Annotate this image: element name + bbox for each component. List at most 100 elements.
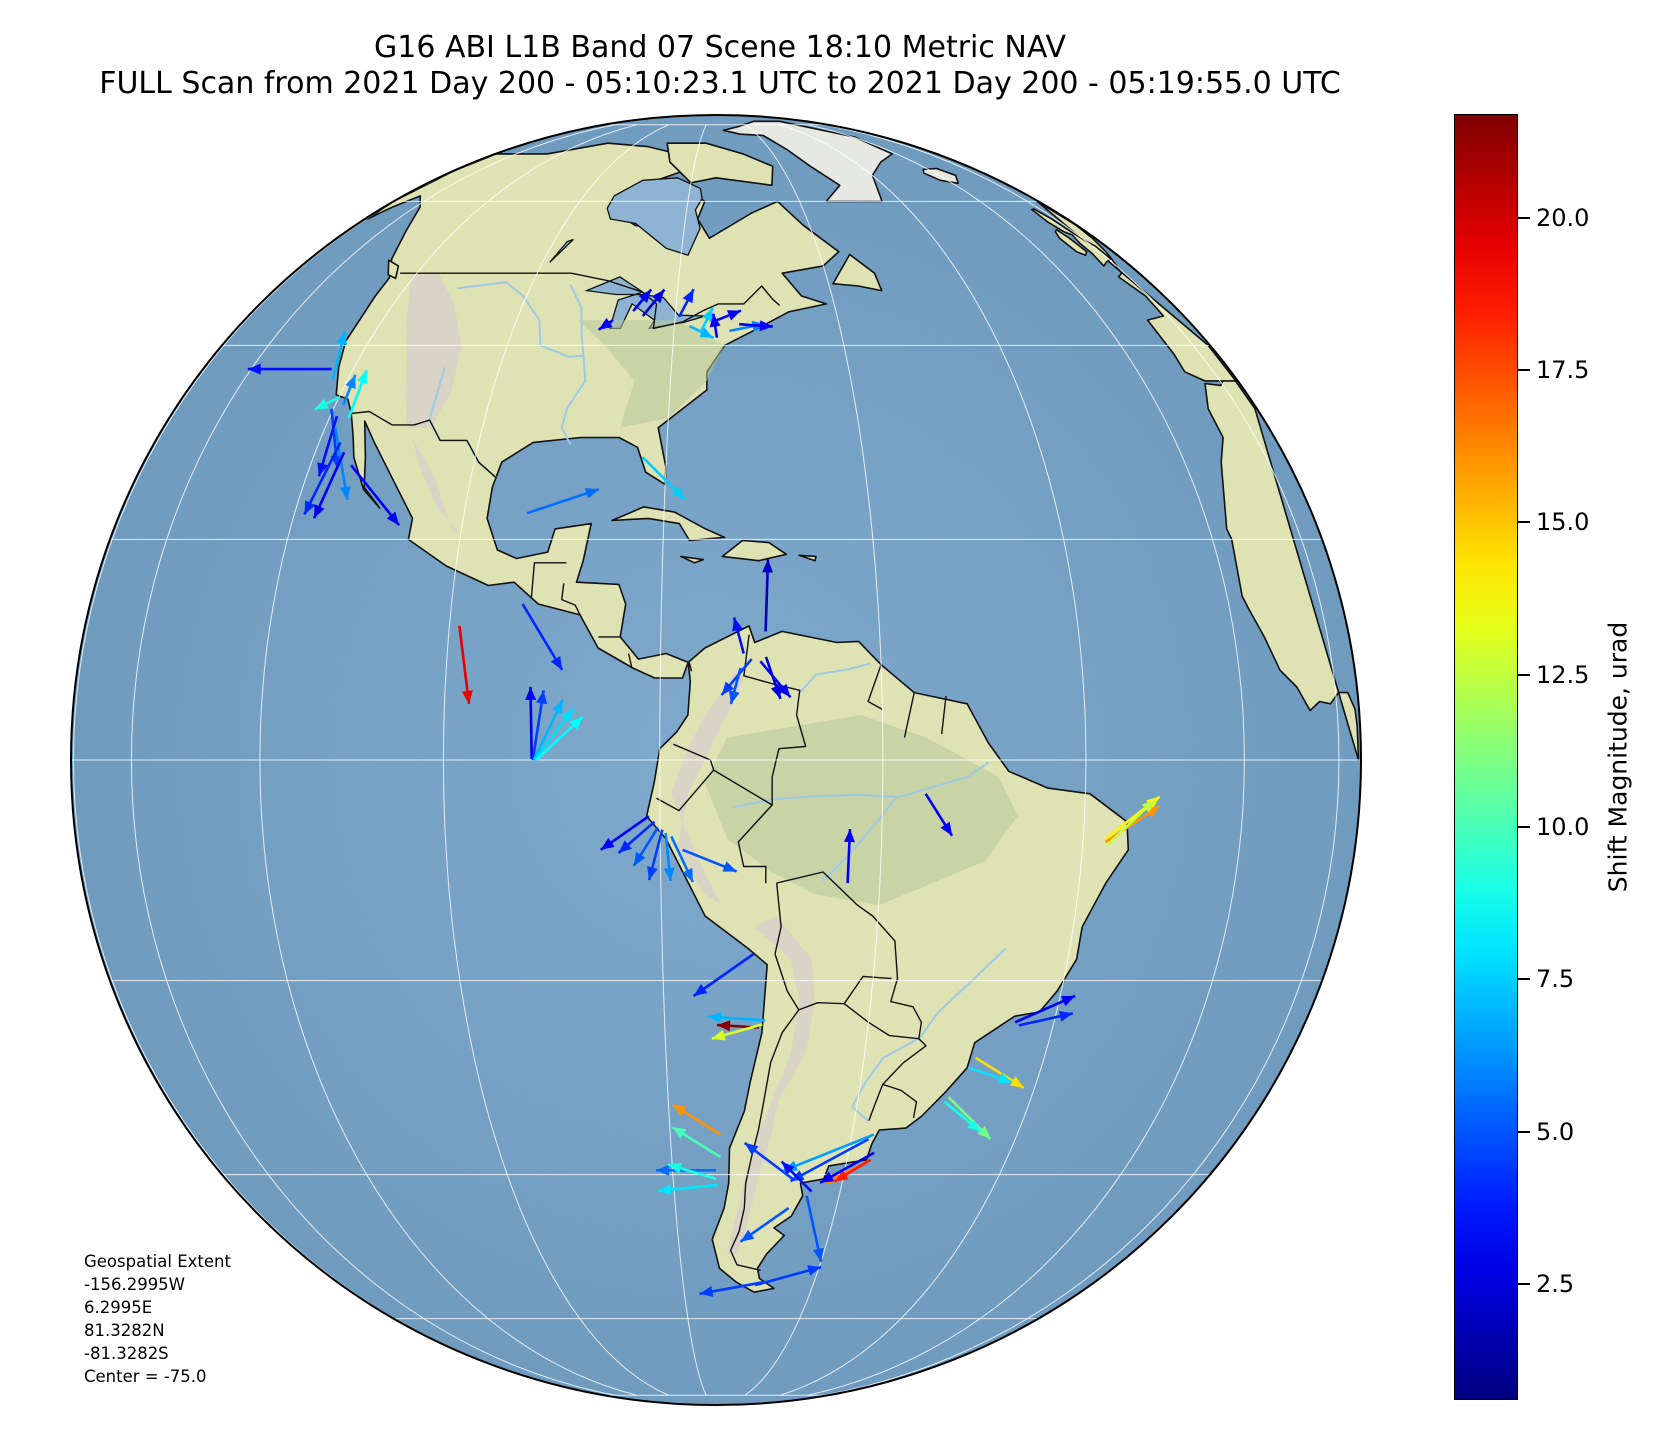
border-paraguay-brazil xyxy=(890,978,923,1039)
vector-head xyxy=(721,681,735,696)
shift-vector xyxy=(670,835,695,883)
colorbar-tick-label: 17.5 xyxy=(1536,355,1590,384)
shift-vector xyxy=(1018,1010,1074,1027)
vector-head xyxy=(663,867,675,881)
vector-shaft xyxy=(783,1133,875,1172)
shift-vector xyxy=(600,815,650,851)
land-europe-west xyxy=(1036,200,1237,382)
shift-vector xyxy=(314,396,340,411)
vector-head xyxy=(726,310,741,321)
shift-vector xyxy=(521,603,564,671)
land-vancouver-island xyxy=(387,259,400,280)
vector-head xyxy=(386,511,400,526)
vector-head xyxy=(1009,1076,1024,1088)
vector-head xyxy=(759,320,773,332)
border-peru-bolivia xyxy=(774,883,782,955)
shift-vector xyxy=(743,1141,794,1180)
shift-vector xyxy=(699,307,714,333)
land-baffin-island xyxy=(666,142,774,187)
shift-vector xyxy=(657,1183,718,1195)
vector-shaft xyxy=(303,441,342,515)
colorbar-tick xyxy=(1518,521,1530,524)
shift-vector xyxy=(709,313,721,338)
shift-vector xyxy=(526,487,600,515)
river-madeira xyxy=(822,797,897,882)
vegetation-amazon-basin xyxy=(704,715,1018,906)
shift-vector xyxy=(711,1023,763,1041)
shift-vector xyxy=(663,832,675,882)
border-paraguay-argentina xyxy=(843,1003,919,1040)
river-mississippi xyxy=(560,284,587,445)
vector-head xyxy=(1060,995,1076,1007)
border-suriname-fguiana xyxy=(941,695,947,735)
shift-vector xyxy=(535,715,584,761)
vector-head xyxy=(813,1247,824,1262)
vector-head xyxy=(711,1029,726,1041)
border-panama-colombia xyxy=(688,662,693,672)
extent-heading: Geospatial Extent xyxy=(84,1252,231,1271)
vector-head xyxy=(717,1020,731,1032)
border-central-america-1 xyxy=(561,583,581,616)
vector-head xyxy=(699,327,714,338)
colorbar-tick xyxy=(1518,978,1530,981)
border-bolivia-brazil xyxy=(776,871,899,979)
title-line-2: FULL Scan from 2021 Day 200 - 05:10:23.1… xyxy=(99,66,1341,101)
colorbar-tick-label: 20.0 xyxy=(1536,203,1590,232)
shift-vector xyxy=(975,1056,1025,1089)
vector-head xyxy=(550,656,563,670)
vector-head xyxy=(693,984,708,996)
shift-vector xyxy=(707,1012,766,1023)
vector-head xyxy=(461,690,473,704)
vector-head xyxy=(668,1163,682,1174)
vector-head xyxy=(671,486,685,500)
shift-vectors-layer xyxy=(247,288,1161,1297)
shift-vector xyxy=(780,1160,813,1193)
vector-head xyxy=(651,289,665,304)
vector-head xyxy=(618,840,632,853)
land-layer xyxy=(335,120,1360,1293)
land-hispaniola xyxy=(721,539,788,562)
colorbar-tick-label: 10.0 xyxy=(1536,813,1590,842)
shift-vector xyxy=(844,829,855,884)
vector-head xyxy=(940,821,953,836)
shift-vector xyxy=(728,667,742,705)
lake-hudson-bay xyxy=(606,177,703,256)
shift-vector xyxy=(678,288,695,318)
shift-vector xyxy=(350,464,401,527)
shift-vector xyxy=(531,690,548,761)
border-uruguay-argentina xyxy=(868,1084,884,1121)
vector-head xyxy=(525,686,537,700)
colorbar-tick xyxy=(1518,1283,1530,1286)
shift-vector xyxy=(671,1125,722,1159)
vector-head xyxy=(317,462,328,477)
colorbar-tick xyxy=(1518,826,1530,829)
vector-head xyxy=(790,1170,805,1182)
shift-vector xyxy=(947,1096,992,1140)
vector-head xyxy=(633,851,646,866)
vector-head xyxy=(709,313,721,328)
vector-head xyxy=(339,486,351,500)
border-us-mexico xyxy=(351,410,498,479)
vector-head xyxy=(777,683,791,698)
vector-head xyxy=(657,1184,672,1195)
vector-head xyxy=(561,708,574,723)
vector-head xyxy=(536,690,548,705)
vector-head xyxy=(345,374,356,390)
vector-head xyxy=(647,866,658,881)
shift-vector xyxy=(641,288,666,317)
colorbar-tick xyxy=(1518,216,1530,219)
border-mexico-guatemala xyxy=(530,562,567,599)
extent-center: Center = -75.0 xyxy=(84,1367,207,1386)
vector-head xyxy=(584,488,599,499)
vector-head xyxy=(1058,1010,1073,1022)
shift-vector xyxy=(458,625,473,705)
vegetation-eastern-us xyxy=(578,320,725,428)
extent-north: 81.3282N xyxy=(84,1321,165,1340)
vector-head xyxy=(1141,799,1155,813)
shift-vector xyxy=(597,317,614,331)
graticule-layer xyxy=(71,124,1361,1396)
vector-head xyxy=(740,1229,755,1242)
river-parana xyxy=(850,947,1007,1122)
shift-vector xyxy=(682,848,738,873)
